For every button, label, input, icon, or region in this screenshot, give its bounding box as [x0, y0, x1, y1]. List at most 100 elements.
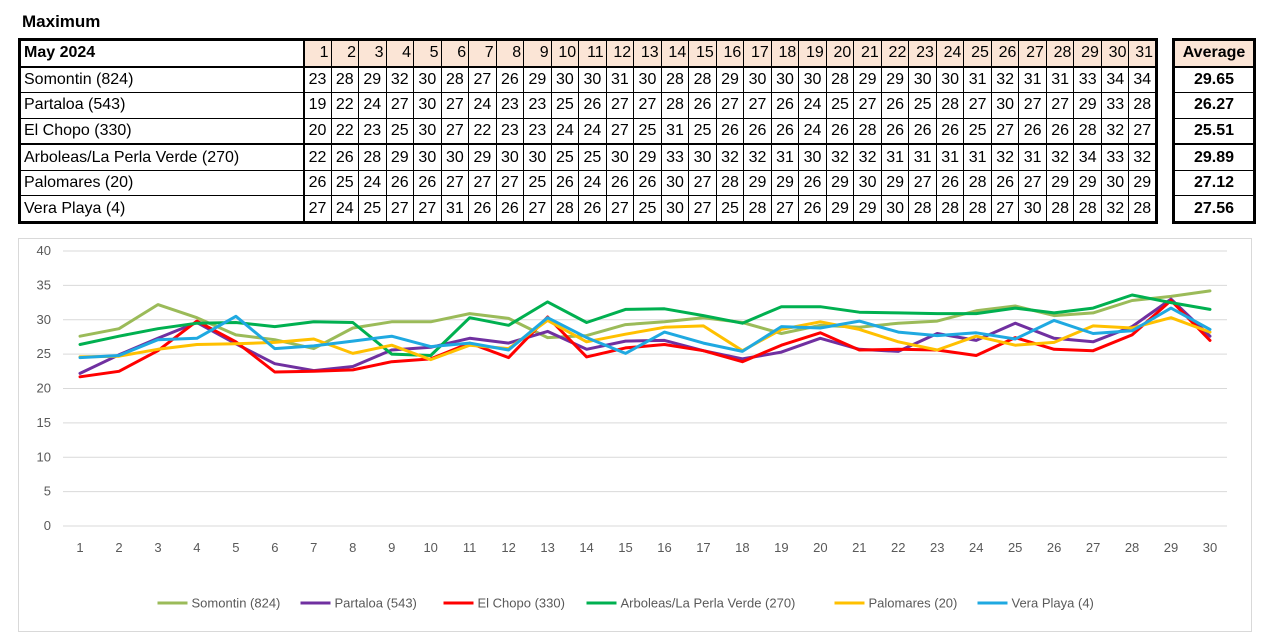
- y-tick-label: 25: [37, 346, 51, 361]
- temp-cell: 27: [963, 92, 992, 119]
- day-header: 2: [330, 38, 360, 68]
- x-tick-label: 17: [696, 540, 710, 555]
- x-tick-label: 10: [423, 540, 437, 555]
- temp-cell: 30: [853, 169, 882, 197]
- temp-cell: 28: [935, 92, 965, 119]
- x-tick-label: 24: [969, 540, 983, 555]
- x-tick-label: 13: [540, 540, 554, 555]
- temp-cell: 23: [523, 117, 552, 146]
- average-row: 25.51: [1173, 117, 1255, 146]
- day-header: 21: [853, 38, 882, 68]
- x-tick-label: 7: [310, 540, 317, 555]
- temp-cell: 29: [358, 66, 387, 94]
- x-tick-label: 23: [930, 540, 944, 555]
- temp-cell: 26: [330, 143, 360, 171]
- day-header: 7: [468, 38, 497, 68]
- temp-cell: 31: [1018, 143, 1047, 171]
- temp-cell: 28: [1073, 195, 1102, 223]
- legend-label: Arboleas/La Perla Verde (270): [621, 596, 796, 611]
- temp-cell: 22: [330, 117, 360, 146]
- temp-cell: 25: [550, 143, 580, 171]
- temp-cell: 30: [550, 66, 580, 94]
- x-tick-label: 28: [1125, 540, 1139, 555]
- day-header: 18: [770, 38, 800, 68]
- temp-cell: 29: [880, 169, 910, 197]
- x-tick-label: 20: [813, 540, 827, 555]
- temp-cell: 24: [358, 92, 387, 119]
- temp-cell: 25: [358, 195, 387, 223]
- temp-cell: 30: [1100, 169, 1130, 197]
- day-header: 8: [495, 38, 525, 68]
- temp-cell: 31: [880, 143, 910, 171]
- temp-cell: 28: [1128, 92, 1157, 119]
- y-tick-label: 30: [37, 312, 51, 327]
- temp-cell: 29: [853, 66, 882, 94]
- temp-cell: 27: [1045, 92, 1075, 119]
- temp-cell: 22: [468, 117, 497, 146]
- temp-cell: 23: [495, 117, 525, 146]
- y-tick-label: 0: [44, 518, 51, 533]
- temp-cell: 27: [605, 117, 635, 146]
- temp-cell: 23: [358, 117, 387, 146]
- temp-cell: 28: [688, 66, 717, 94]
- series-line-2: [78, 297, 1212, 375]
- day-header: 13: [633, 38, 662, 68]
- temp-cell: 31: [935, 143, 965, 171]
- temp-cell: 27: [385, 195, 415, 223]
- temp-cell: 33: [1073, 66, 1102, 94]
- temp-cell: 28: [440, 66, 470, 94]
- temp-cell: 28: [853, 117, 882, 146]
- temp-cell: 28: [715, 169, 745, 197]
- temp-cell: 26: [908, 117, 937, 146]
- temp-cell: 27: [990, 195, 1020, 223]
- temp-cell: 32: [990, 143, 1020, 171]
- temp-cell: 24: [468, 92, 497, 119]
- legend-label: Somontin (824): [192, 596, 281, 611]
- temp-cell: 27: [495, 169, 525, 197]
- temp-cell: 26: [715, 117, 745, 146]
- temp-cell: 26: [495, 195, 525, 223]
- temp-cell: 26: [743, 117, 772, 146]
- temp-cell: 28: [743, 195, 772, 223]
- x-tick-label: 5: [232, 540, 239, 555]
- temp-cell: 30: [1018, 195, 1047, 223]
- day-header: 19: [798, 38, 827, 68]
- y-tick-label: 20: [37, 381, 51, 396]
- temp-cell: 30: [633, 66, 662, 94]
- average-row: 27.56: [1173, 195, 1255, 223]
- temp-cell: 31: [963, 66, 992, 94]
- temp-cell: 25: [825, 92, 855, 119]
- temp-cell: 27: [440, 92, 470, 119]
- temp-cell: 33: [1100, 143, 1130, 171]
- temp-cell: 27: [468, 66, 497, 94]
- average-row: 27.12: [1173, 169, 1255, 197]
- temp-cell: 32: [715, 143, 745, 171]
- max-temperature-table: May 2024 1 2 3 4 5 6 7 8 9 10 11 12 13 14 15 16 17 18 19 20 2…: [18, 38, 1158, 224]
- x-tick-label: 1: [76, 540, 83, 555]
- temp-cell: 26: [1018, 117, 1047, 146]
- temp-cell: 27: [688, 169, 717, 197]
- temp-cell: 28: [358, 143, 387, 171]
- temp-cell: 27: [413, 195, 442, 223]
- temp-cell: 26: [935, 117, 965, 146]
- series-line-4: [78, 293, 1212, 357]
- day-header: 28: [1045, 38, 1075, 68]
- temp-cell: 26: [688, 92, 717, 119]
- day-header: 3: [358, 38, 387, 68]
- y-tick-label: 40: [37, 243, 51, 258]
- x-tick-label: 29: [1164, 540, 1178, 555]
- temp-cell: 20: [303, 117, 332, 146]
- x-tick-label: 8: [349, 540, 356, 555]
- temp-cell: 32: [990, 66, 1020, 94]
- temp-cell: 27: [605, 92, 635, 119]
- temp-cell: 29: [1073, 169, 1102, 197]
- temp-cell: 29: [743, 169, 772, 197]
- table-row: Vera Playa (4) 27 24 25 27 27 31 26 26 27 28 26 27 25…: [19, 195, 1157, 223]
- temp-cell: 30: [935, 66, 965, 94]
- temp-cell: 29: [715, 66, 745, 94]
- day-header: 9: [523, 38, 552, 68]
- legend-label: Partaloa (543): [335, 596, 417, 611]
- temp-cell: 30: [413, 66, 442, 94]
- temp-cell: 29: [880, 66, 910, 94]
- x-tick-label: 26: [1047, 540, 1061, 555]
